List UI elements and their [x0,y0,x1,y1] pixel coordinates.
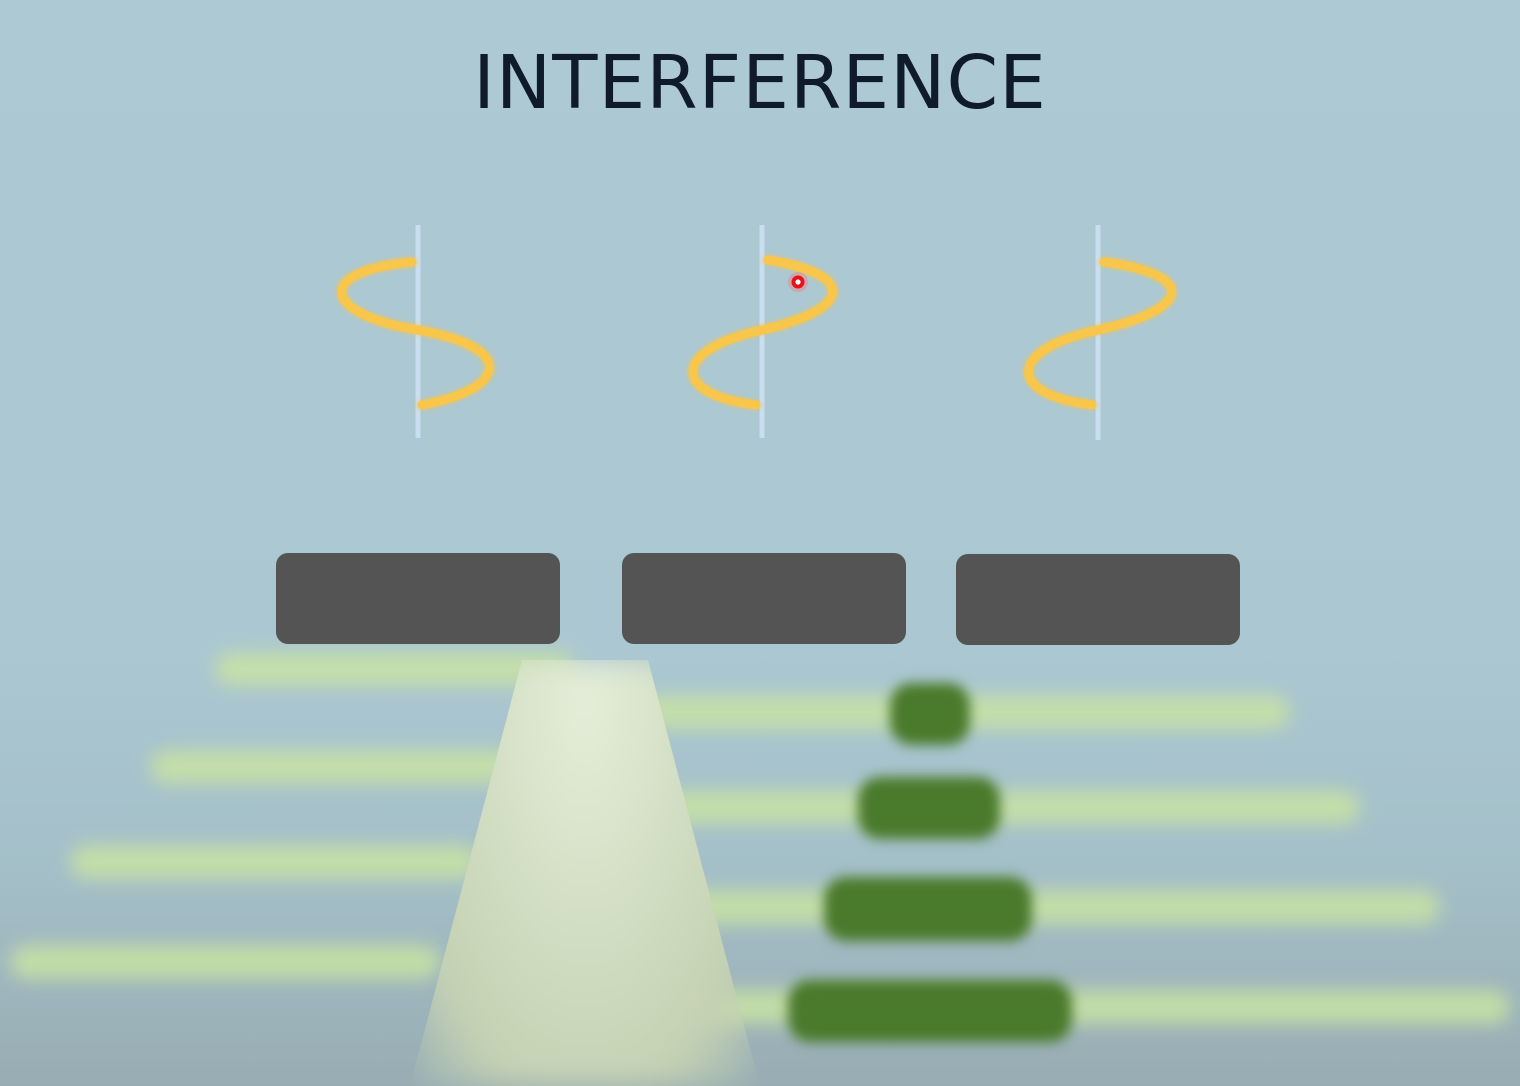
page-title: INTERFERENCE [473,40,1047,126]
slit-block-middle [622,553,906,644]
slit-block-right [956,554,1240,645]
red-pointer-dot-icon [788,272,808,292]
wave-curve-middle [688,255,838,410]
wave-curve-left [337,257,494,410]
slit-block-left [276,553,560,644]
wave-right [1023,225,1177,440]
wave-middle [687,225,839,438]
wave-left [336,225,495,438]
wave-curve-right [1024,257,1176,410]
